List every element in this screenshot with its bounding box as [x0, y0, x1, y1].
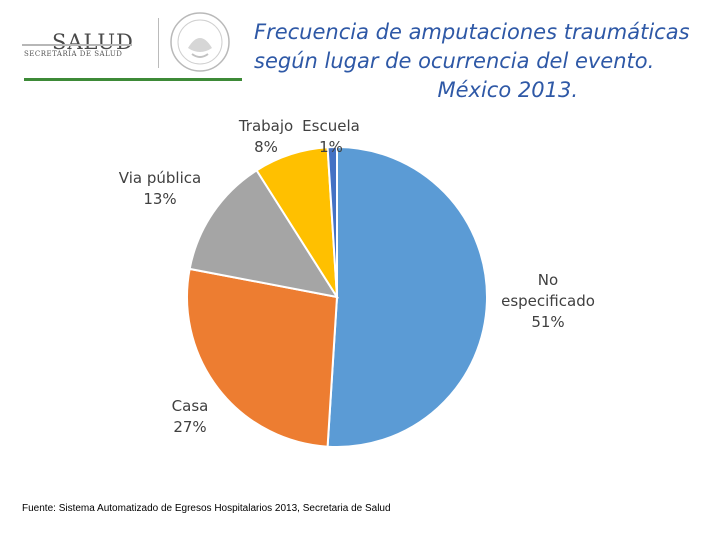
logo-divider — [22, 44, 132, 46]
logo-subtitle: SECRETARÍA DE SALUD — [24, 50, 123, 58]
header-separator — [158, 18, 159, 68]
slice-label-value: 13% — [143, 190, 177, 208]
logo-wordmark: SALUD — [52, 30, 134, 54]
slice-label-text: Trabajo — [238, 117, 294, 135]
slice-label-casa: Casa 27% — [150, 396, 230, 438]
chart-title: Frecuencia de amputaciones traumáticas s… — [254, 18, 694, 105]
slice-label-text: Via pública — [118, 169, 202, 187]
slice-label-text: especificado — [501, 292, 595, 310]
salud-logo: SALUD — [22, 12, 157, 64]
slice-label-text: No — [537, 271, 559, 289]
slice-label-escuela: Escuela 1% — [290, 116, 372, 158]
source-note: Fuente: Sistema Automatizado de Egresos … — [22, 503, 391, 514]
national-seal-icon — [170, 12, 230, 72]
pie-slice-escuela — [326, 145, 338, 298]
slice-label-text: Casa — [171, 397, 209, 415]
pie-slice-no-especificado — [326, 145, 488, 448]
pie-slice-via-p-blica — [188, 168, 340, 299]
slice-label-trabajo: Trabajo 8% — [226, 116, 306, 158]
pie-slice-casa — [186, 267, 339, 448]
chart-title-line: México 2013. — [437, 78, 579, 102]
slice-label-value: 27% — [173, 418, 207, 436]
slice-label-value: 51% — [531, 313, 565, 331]
header-accent-rule — [24, 78, 242, 81]
slice-label-via-publica: Via pública 13% — [100, 168, 220, 210]
slice-label-text: Escuela — [302, 117, 360, 135]
slice-label-value: 1% — [319, 138, 343, 156]
chart-title-line: según lugar de ocurrencia del evento. — [254, 49, 655, 73]
slice-label-no-especificado: No especificado 51% — [478, 270, 618, 333]
chart-title-line: Frecuencia de amputaciones traumáticas — [254, 20, 690, 44]
slice-label-value: 8% — [254, 138, 278, 156]
